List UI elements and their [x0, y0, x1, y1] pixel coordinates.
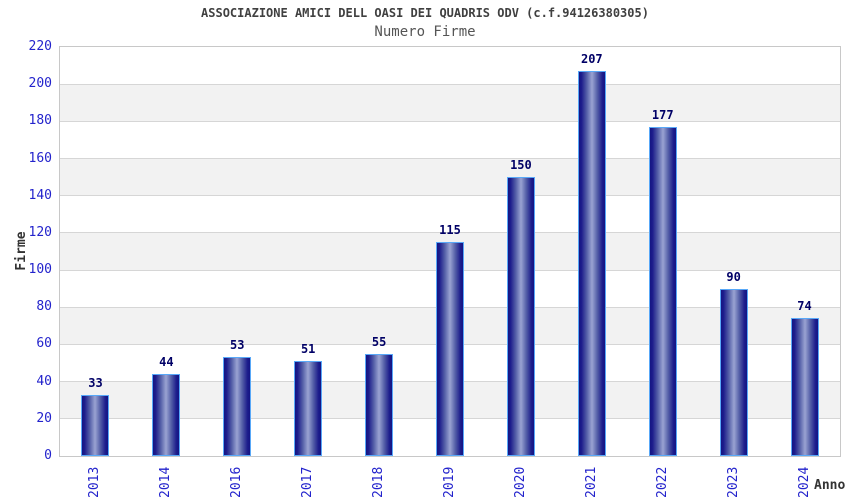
gridline	[60, 120, 840, 122]
bar-2021	[577, 71, 606, 456]
x-tick-label: 2016	[229, 466, 245, 498]
gridline	[60, 83, 840, 85]
x-tick-label: 2023	[725, 466, 741, 498]
y-tick-label: 180	[28, 113, 52, 129]
gridline	[60, 195, 840, 197]
bar-2020	[506, 177, 535, 456]
plot-band	[60, 121, 840, 158]
bar-value-label: 150	[510, 158, 532, 173]
y-tick-label: 100	[28, 262, 52, 278]
x-tick-label: 2020	[512, 466, 528, 498]
y-tick-label: 160	[28, 150, 52, 166]
y-tick-label: 80	[36, 299, 52, 315]
x-tick-label: 2021	[583, 466, 599, 498]
bar-value-label: 51	[300, 342, 316, 357]
plot-band	[60, 47, 840, 84]
bar-2022	[648, 126, 677, 456]
y-tick-label: 60	[36, 336, 52, 352]
bar-value-label: 53	[230, 338, 245, 353]
bar-2023	[719, 288, 748, 456]
y-tick-label: 20	[36, 410, 52, 426]
bar-2018	[365, 353, 394, 456]
bar-value-label: 90	[726, 269, 741, 284]
x-tick-label: 2018	[371, 466, 387, 498]
x-tick-label: 2014	[158, 466, 174, 498]
bar-value-label: 74	[797, 299, 812, 314]
y-tick-label: 220	[28, 39, 52, 54]
bar-2019	[436, 242, 464, 456]
y-tick-label: 0	[44, 448, 52, 463]
chart-title: ASSOCIAZIONE AMICI DELL OASI DEI QUADRIS…	[201, 6, 649, 20]
x-tick-label: 2024	[796, 466, 812, 498]
y-tick-label: 120	[28, 224, 52, 240]
plot-area: 33 44 53 51 55 115 150 207 177 90 74	[59, 46, 841, 457]
y-tick-label: 40	[36, 373, 52, 389]
bar-2024	[790, 318, 819, 456]
gridline	[60, 232, 840, 234]
bar-2014	[152, 374, 181, 456]
bar-2017	[294, 361, 323, 456]
chart-subtitle: Numero Firme	[374, 24, 476, 40]
bar-2016	[223, 357, 252, 456]
bar-value-label: 207	[580, 52, 603, 67]
bar-2013	[81, 394, 110, 456]
x-tick-label: 2017	[300, 466, 316, 498]
plot-band	[60, 158, 840, 196]
x-axis-title: Anno	[814, 478, 846, 493]
bar-value-label: 44	[159, 355, 174, 370]
y-tick-label: 140	[28, 187, 52, 203]
bar-value-label: 55	[371, 334, 387, 349]
gridline	[60, 158, 840, 160]
bar-value-label: 177	[651, 107, 674, 122]
bar-value-label: 33	[88, 375, 103, 390]
x-tick-label: 2022	[654, 466, 670, 498]
plot-band	[60, 84, 840, 122]
bar-value-label: 115	[439, 223, 461, 238]
y-tick-label: 200	[28, 76, 52, 92]
x-tick-label: 2013	[87, 466, 103, 498]
x-tick-label: 2019	[442, 466, 457, 498]
